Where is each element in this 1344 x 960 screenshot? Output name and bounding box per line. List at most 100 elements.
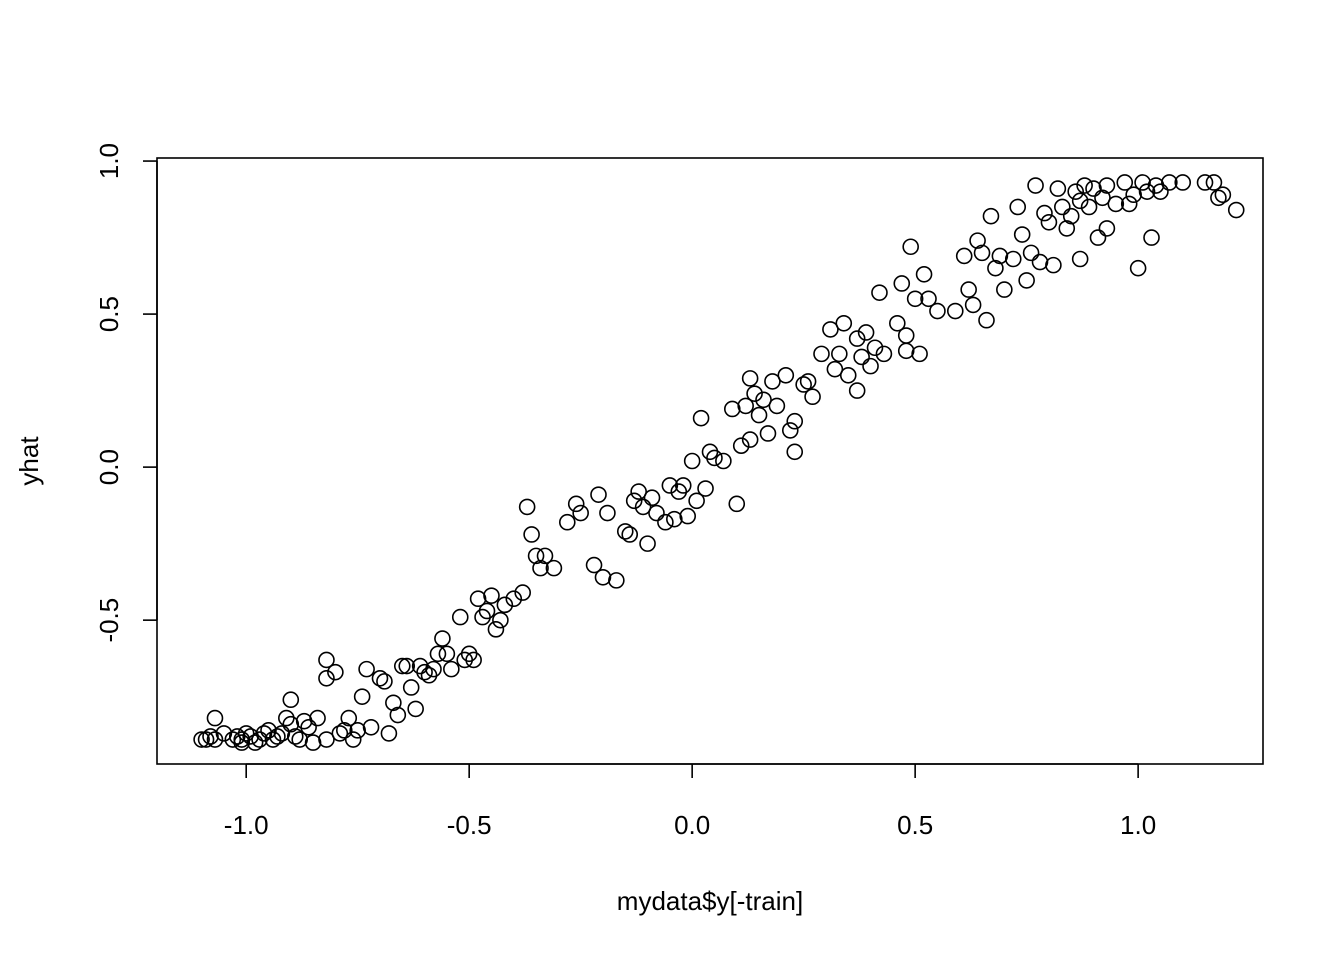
data-point [269, 728, 286, 745]
data-point [661, 477, 679, 494]
data-point [380, 725, 398, 742]
data-point [327, 663, 344, 681]
y-tick-label: 0.0 [94, 449, 124, 485]
data-point [608, 572, 625, 589]
data-point [723, 400, 741, 418]
data-point [1143, 229, 1160, 246]
data-point [915, 266, 933, 283]
data-point [1094, 189, 1111, 207]
data-point [1205, 174, 1223, 191]
data-point [732, 437, 750, 454]
data-point [906, 290, 924, 308]
data-point [1129, 259, 1147, 277]
data-point [237, 725, 255, 742]
data-point [1062, 207, 1080, 225]
data-point [853, 348, 870, 366]
data-point [728, 495, 746, 513]
data-point [750, 406, 768, 424]
data-point [795, 376, 812, 393]
x-tick-label: -1.0 [224, 810, 269, 840]
data-point [407, 700, 424, 718]
data-point [741, 370, 759, 387]
data-point [416, 663, 433, 681]
data-point [282, 715, 300, 733]
data-point [318, 670, 335, 687]
plot-frame [156, 157, 1264, 765]
data-point [202, 728, 219, 745]
data-point [973, 244, 991, 262]
data-point [300, 718, 317, 736]
data-point [857, 324, 875, 341]
data-point [340, 709, 358, 727]
data-point [197, 731, 215, 748]
y-tick-label: -0.5 [94, 598, 124, 643]
data-point [978, 311, 995, 329]
data-point [599, 504, 616, 522]
data-point [625, 492, 643, 510]
data-point [648, 504, 665, 522]
data-point [1098, 177, 1116, 194]
data-point [558, 513, 576, 531]
data-point [969, 232, 986, 249]
data-point [871, 284, 888, 301]
data-point [1125, 186, 1142, 204]
data-point [393, 657, 411, 675]
data-point [679, 507, 697, 525]
data-point [902, 238, 919, 256]
data-point [429, 645, 447, 663]
data-point [1227, 201, 1245, 219]
data-point [786, 412, 804, 430]
data-point [639, 535, 656, 552]
data-point [1138, 183, 1156, 200]
data-point [657, 513, 674, 531]
y-axis-label: yhat [14, 436, 44, 486]
data-point [964, 296, 982, 314]
data-point [1107, 195, 1125, 213]
data-point [353, 688, 371, 705]
data-point [630, 483, 647, 500]
data-point [666, 510, 683, 528]
data-point [1045, 256, 1062, 274]
data-point [755, 391, 772, 409]
data-point [536, 547, 554, 565]
data-point [897, 342, 915, 360]
data-point [1018, 272, 1035, 289]
data-point [318, 731, 335, 748]
data-point [920, 290, 937, 308]
data-point [1120, 195, 1138, 213]
data-point [336, 722, 353, 739]
data-point [688, 492, 705, 510]
data-point [518, 498, 536, 516]
data-point [505, 590, 523, 608]
data-point [376, 673, 393, 690]
data-point [318, 651, 335, 669]
data-point [634, 498, 652, 516]
data-point [1067, 183, 1084, 200]
data-point [746, 385, 763, 402]
data-point [804, 388, 821, 406]
data-point [1054, 198, 1071, 216]
data-point [532, 559, 549, 577]
data-point [835, 314, 853, 332]
data-point [434, 630, 451, 647]
data-point [786, 443, 804, 461]
data-point [1174, 174, 1192, 191]
data-point [224, 731, 242, 748]
data-point [527, 547, 545, 565]
data-point [1004, 250, 1022, 268]
data-point [1036, 204, 1053, 222]
data-point [264, 731, 282, 748]
data-point [955, 247, 973, 265]
data-point [616, 523, 634, 540]
data-point [697, 480, 714, 497]
data-point [674, 477, 692, 494]
data-point [402, 679, 420, 696]
data-point [683, 452, 701, 470]
data-point [799, 373, 817, 390]
data-point [451, 608, 469, 626]
data-point [991, 247, 1009, 265]
data-point [1210, 189, 1227, 207]
data-point [1214, 186, 1232, 204]
x-tick-label: 0.5 [897, 810, 933, 840]
data-point [389, 706, 407, 724]
